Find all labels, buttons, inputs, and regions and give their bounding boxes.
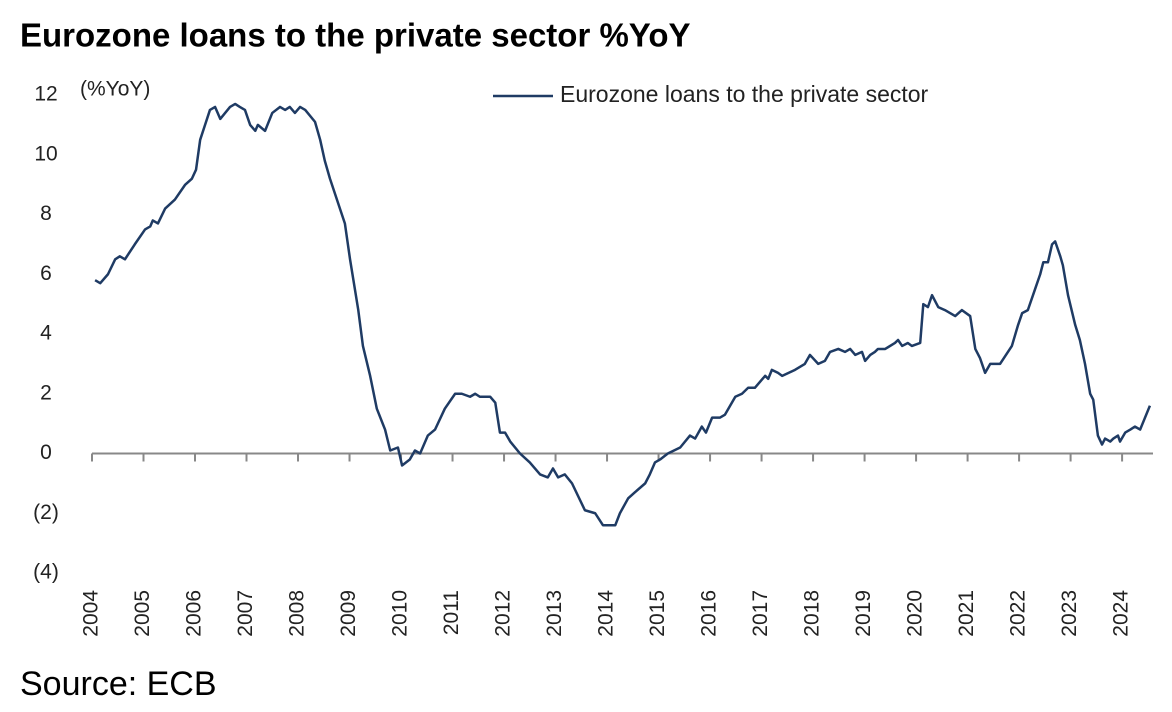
x-tick-label: 2009 [337, 590, 360, 637]
x-tick-label: 2016 [698, 590, 721, 637]
x-tick-label: 2018 [801, 590, 824, 637]
x-tick-label: 2007 [234, 590, 257, 637]
x-tick-label: 2004 [80, 590, 103, 637]
chart-title: Eurozone loans to the private sector %Yo… [20, 17, 691, 54]
x-tick-label: 2020 [904, 590, 927, 637]
x-tick-label: 2023 [1058, 590, 1081, 637]
x-tick-label: 2024 [1110, 590, 1133, 637]
data-line [94, 102, 1152, 527]
x-tick-label: 2017 [749, 590, 772, 637]
x-tick-label: 2006 [183, 590, 206, 637]
y-tick-label: 0 [40, 441, 52, 464]
x-tick-label: 2005 [131, 590, 154, 637]
legend-label: Eurozone loans to the private sector [560, 81, 929, 107]
y-tick-label: 8 [40, 202, 52, 225]
x-tick-label: 2013 [543, 590, 566, 637]
x-tick-label: 2019 [852, 590, 875, 637]
y-tick-label: 6 [40, 262, 52, 285]
x-tick-label: 2014 [595, 590, 618, 637]
x-tick-label: 2011 [440, 590, 463, 635]
y-tick-label: (2) [33, 501, 59, 524]
y-tick-label: 2 [40, 381, 52, 404]
y-tick-label: 4 [40, 322, 52, 345]
x-tick-label: 2022 [1007, 590, 1030, 637]
x-tick-label: 2012 [492, 590, 515, 637]
y-tick-label: (4) [33, 561, 59, 584]
x-tick-label: 2008 [286, 590, 309, 637]
y-axis-label: (%YoY) [80, 78, 150, 101]
x-tick-label: 2010 [389, 590, 412, 637]
source-note: Source: ECB [20, 665, 217, 703]
y-tick-label: 10 [34, 142, 57, 165]
x-tick-label: 2015 [646, 590, 669, 637]
x-tick-label: 2021 [955, 590, 978, 637]
y-tick-label: 12 [34, 83, 57, 106]
